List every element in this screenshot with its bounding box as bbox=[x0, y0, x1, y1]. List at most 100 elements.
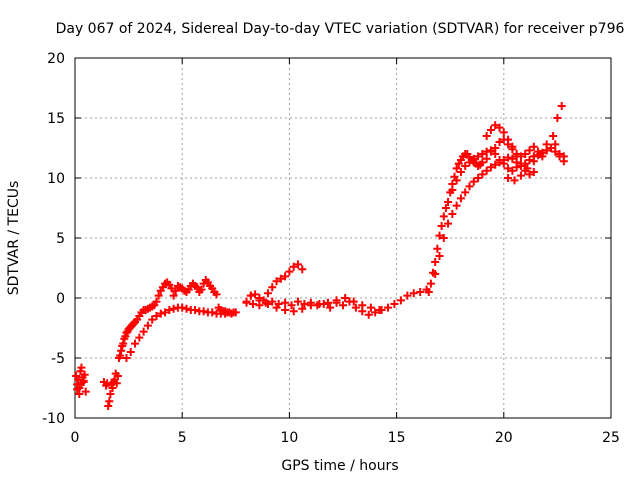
y-axis-label: SDTVAR / TECUs bbox=[6, 181, 22, 296]
data-point bbox=[431, 270, 440, 278]
data-point bbox=[105, 397, 114, 406]
data-point bbox=[549, 132, 558, 140]
data-point bbox=[431, 258, 440, 266]
data-point bbox=[75, 390, 84, 398]
data-point bbox=[495, 156, 504, 164]
data-point bbox=[551, 140, 560, 149]
data-point bbox=[448, 186, 457, 194]
data-point bbox=[433, 244, 442, 253]
y-tick-label: 0 bbox=[56, 291, 65, 307]
data-point bbox=[384, 303, 393, 312]
data-point bbox=[103, 379, 112, 388]
data-point bbox=[390, 300, 399, 308]
data-point bbox=[263, 289, 272, 298]
data-point bbox=[482, 154, 491, 163]
data-point bbox=[456, 168, 465, 176]
data-point bbox=[508, 166, 517, 175]
data-point bbox=[135, 333, 144, 342]
data-point bbox=[199, 307, 208, 316]
x-tick-label: 25 bbox=[602, 430, 620, 446]
data-point bbox=[448, 210, 457, 218]
y-tick-label: -10 bbox=[42, 411, 65, 427]
data-point bbox=[512, 163, 521, 172]
data-point bbox=[251, 290, 260, 299]
data-point bbox=[81, 387, 90, 396]
data-point bbox=[508, 154, 517, 163]
data-point bbox=[178, 303, 187, 312]
data-point bbox=[444, 198, 453, 206]
data-point bbox=[525, 156, 534, 164]
data-point bbox=[435, 231, 444, 240]
data-point bbox=[437, 222, 446, 230]
data-point bbox=[281, 306, 290, 314]
data-point bbox=[529, 142, 538, 151]
data-point bbox=[516, 159, 525, 168]
data-point bbox=[197, 285, 206, 294]
data-point bbox=[298, 265, 307, 274]
data-point bbox=[504, 135, 513, 144]
data-point bbox=[272, 277, 281, 286]
x-axis-label: GPS time / hours bbox=[281, 458, 398, 474]
data-point bbox=[117, 346, 126, 355]
y-tick-label: -5 bbox=[51, 351, 65, 367]
data-point bbox=[276, 274, 285, 283]
data-point bbox=[306, 301, 315, 310]
data-point bbox=[441, 204, 450, 212]
data-point bbox=[486, 163, 495, 172]
data-point bbox=[516, 171, 525, 180]
data-point bbox=[122, 354, 131, 362]
data-point bbox=[326, 303, 335, 312]
data-point bbox=[106, 390, 115, 398]
data-point bbox=[529, 157, 538, 166]
data-point bbox=[439, 212, 448, 221]
data-point bbox=[456, 194, 465, 203]
y-tick-label: 5 bbox=[56, 231, 65, 247]
axis-ticks bbox=[74, 57, 612, 419]
data-point bbox=[439, 234, 448, 242]
data-point bbox=[499, 159, 508, 168]
y-tick-label: 15 bbox=[47, 111, 65, 127]
data-point bbox=[165, 306, 174, 314]
data-point bbox=[156, 309, 165, 318]
data-point bbox=[246, 291, 255, 300]
data-point bbox=[293, 297, 302, 306]
data-point bbox=[349, 297, 358, 306]
data-point bbox=[293, 260, 302, 269]
data-point bbox=[113, 372, 122, 380]
data-point bbox=[510, 176, 519, 185]
data-point bbox=[77, 363, 86, 372]
data-point bbox=[559, 157, 568, 166]
data-point bbox=[461, 162, 470, 170]
data-point bbox=[486, 126, 495, 134]
data-point bbox=[169, 291, 178, 300]
data-point bbox=[263, 300, 272, 308]
data-point bbox=[285, 267, 294, 276]
data-point bbox=[351, 303, 360, 312]
data-point bbox=[287, 301, 296, 310]
data-point bbox=[486, 146, 495, 155]
data-point bbox=[491, 121, 500, 130]
data-point bbox=[435, 252, 444, 260]
data-point bbox=[536, 150, 545, 158]
data-point bbox=[523, 164, 532, 173]
data-point bbox=[272, 303, 281, 312]
data-point bbox=[482, 166, 491, 175]
data-point bbox=[529, 168, 538, 176]
data-point bbox=[332, 296, 341, 305]
data-point bbox=[525, 146, 534, 155]
data-point bbox=[504, 164, 513, 173]
data-point bbox=[300, 300, 309, 308]
data-point bbox=[143, 321, 152, 330]
data-point bbox=[152, 297, 161, 306]
data-point bbox=[108, 384, 117, 392]
y-tick-label: 10 bbox=[47, 171, 65, 187]
data-point bbox=[452, 164, 461, 173]
data-points bbox=[72, 102, 568, 410]
data-point bbox=[231, 308, 240, 317]
data-point bbox=[281, 298, 290, 307]
data-point bbox=[212, 290, 221, 299]
data-point bbox=[495, 123, 504, 132]
data-point bbox=[116, 351, 125, 360]
data-point bbox=[366, 303, 375, 312]
data-point bbox=[465, 182, 474, 191]
